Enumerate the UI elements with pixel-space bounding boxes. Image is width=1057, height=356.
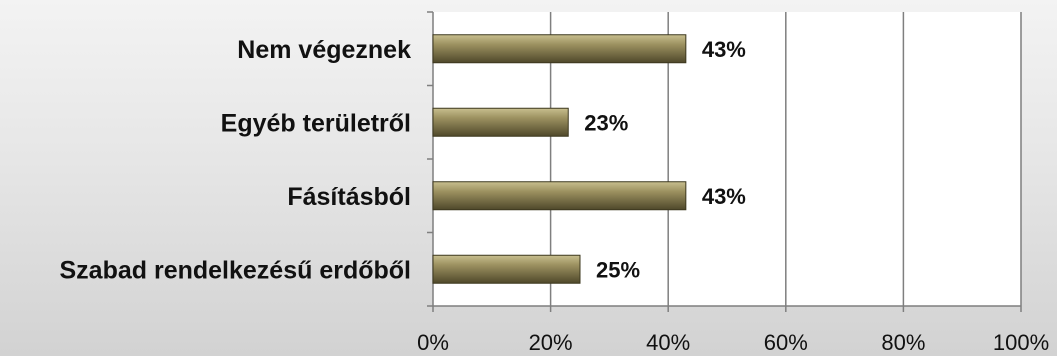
bar (432, 107, 569, 137)
x-tick-label: 60% (764, 330, 808, 355)
bar (432, 34, 687, 64)
bar (432, 254, 581, 284)
data-label: 43% (702, 37, 746, 62)
data-label: 25% (596, 257, 640, 282)
category-label: Szabad rendelkezésű erdőből (60, 256, 412, 284)
x-tick-label: 100% (993, 330, 1049, 355)
category-label: Egyéb területről (221, 109, 411, 137)
x-tick-label: 20% (529, 330, 573, 355)
x-tick-label: 0% (417, 330, 449, 355)
labels: 0% 20% 40% 60% 80% 100% Nem végeznek 43% Egyéb t… (60, 36, 1050, 355)
category-label: Nem végeznek (237, 36, 411, 64)
bar (432, 181, 687, 211)
data-label: 23% (584, 110, 628, 135)
category-label: Fásításból (287, 183, 411, 211)
data-label: 43% (702, 184, 746, 209)
bars (432, 34, 687, 284)
x-tick-label: 80% (881, 330, 925, 355)
x-tick-label: 40% (646, 330, 690, 355)
